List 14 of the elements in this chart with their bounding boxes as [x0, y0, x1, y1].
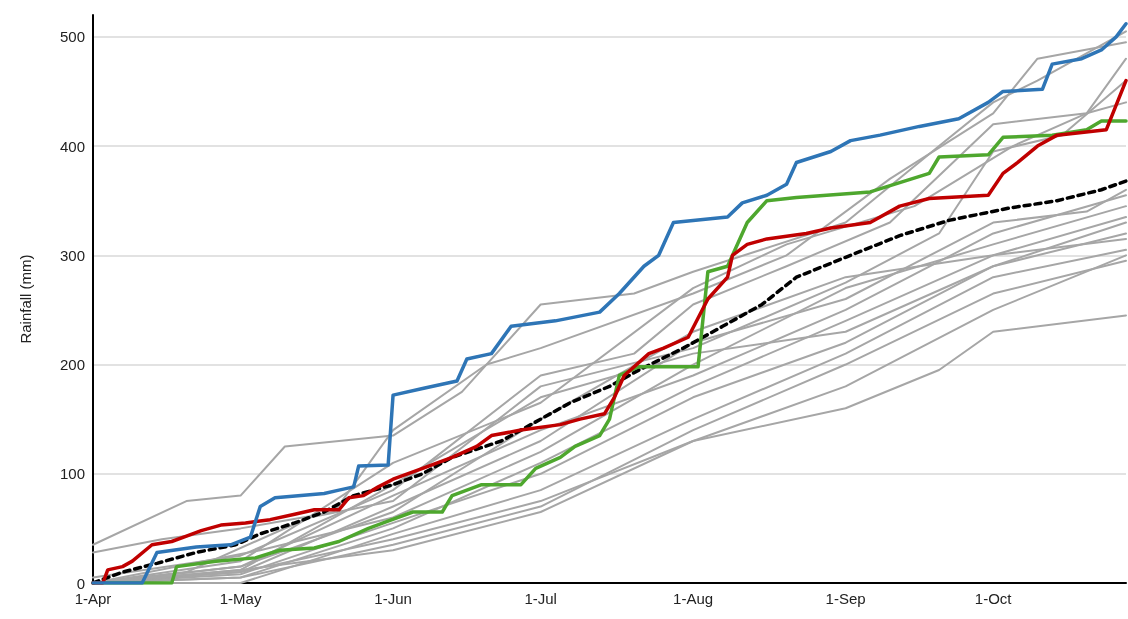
y-tick-label: 100	[59, 465, 85, 483]
x-tick-label: 1-Jul	[524, 590, 557, 607]
x-tick-label: 1-Oct	[974, 590, 1013, 607]
x-tick-label: 1-Aug	[673, 590, 714, 607]
y-tick-label: 500	[59, 28, 85, 46]
x-tick-label: 1-Apr	[74, 590, 112, 607]
y-tick-label: 0	[76, 574, 85, 592]
y-axis-title: Rainfall (mm)	[17, 254, 34, 344]
x-tick-label: 1-May	[219, 590, 262, 607]
y-tick-label: 300	[59, 246, 85, 264]
y-tick-label: 400	[59, 137, 85, 155]
y-tick-label: 200	[59, 356, 85, 374]
x-tick-label: 1-Sep	[825, 590, 866, 607]
x-tick-label: 1-Jun	[374, 590, 412, 607]
